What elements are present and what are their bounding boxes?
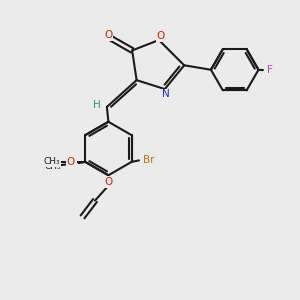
Text: F: F <box>267 65 273 75</box>
Text: O: O <box>104 177 112 187</box>
Text: O: O <box>104 30 112 40</box>
Text: CH₃: CH₃ <box>44 161 61 170</box>
Text: Br: Br <box>143 154 154 164</box>
Text: O: O <box>156 31 164 41</box>
Text: O: O <box>67 157 75 167</box>
Text: CH₃: CH₃ <box>44 158 60 166</box>
Text: O: O <box>68 159 76 169</box>
Text: N: N <box>163 89 170 99</box>
Text: H: H <box>93 100 101 110</box>
